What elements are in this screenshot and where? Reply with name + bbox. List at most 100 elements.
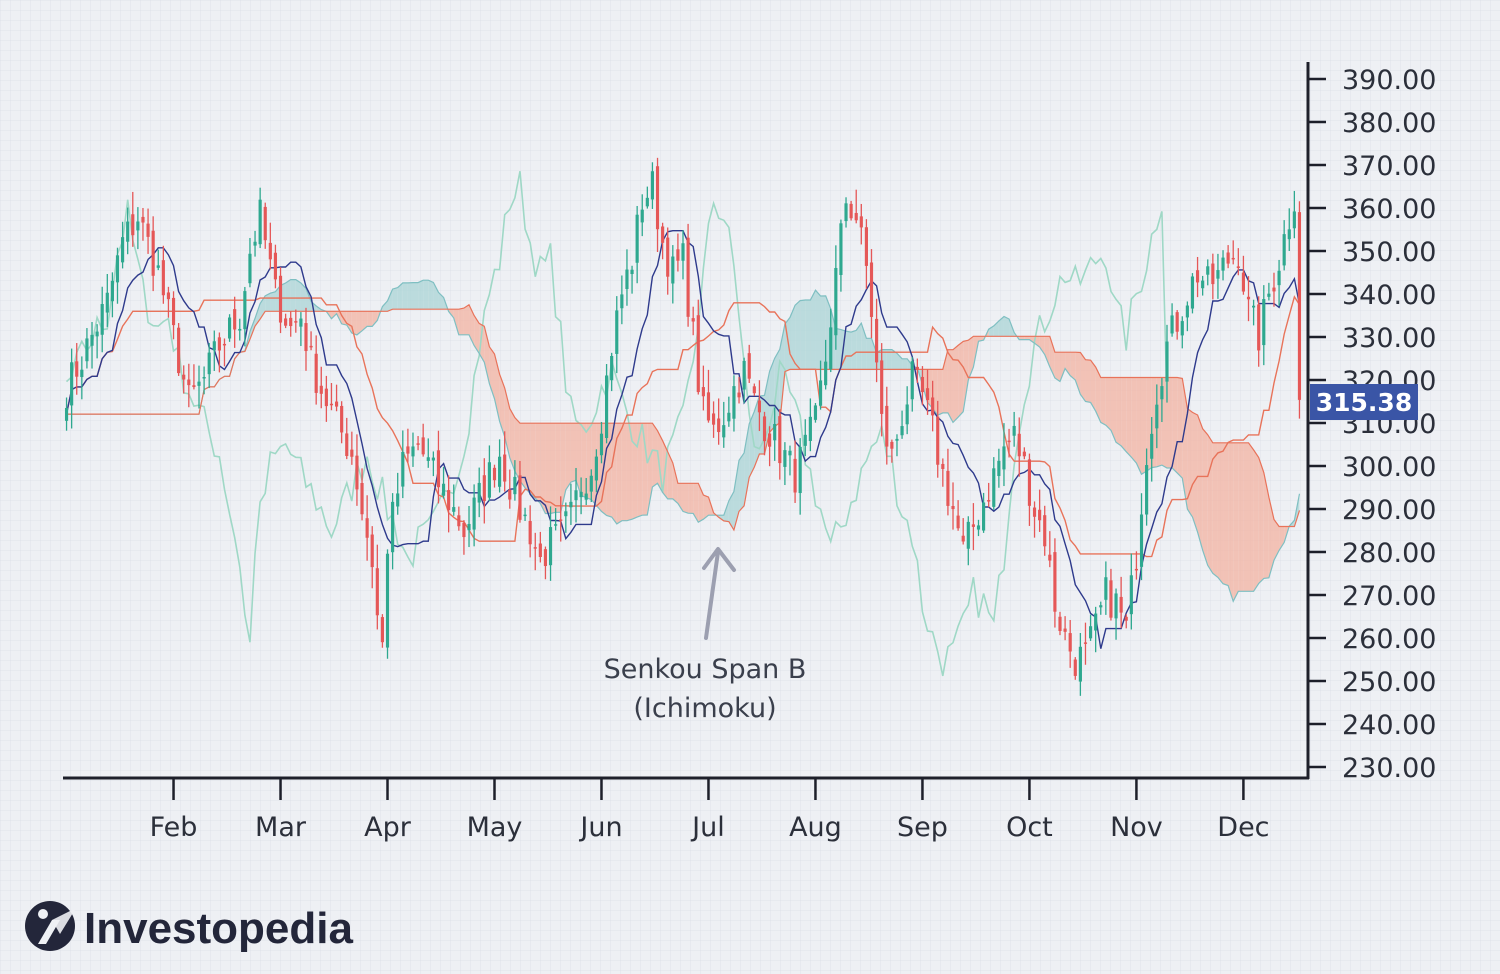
candle-body [630,269,634,275]
candle-body [538,543,542,558]
x-tick-label: Jul [690,812,725,843]
y-tick-label: 380.00 [1342,108,1436,139]
candle-body [961,535,965,542]
cloud-segment [616,423,622,524]
candle-body [1129,575,1133,615]
cloud-segment [570,423,577,483]
candle-body [1058,616,1062,632]
candle-body [722,425,726,438]
candle-body [131,214,135,236]
cloud-segment [626,423,633,521]
cloud-segment [947,349,954,423]
candle-body [574,490,578,501]
candle-body [854,212,858,221]
candle-body [813,405,818,420]
candle-body [1139,514,1144,567]
candle-body [289,317,293,327]
investopedia-logo-icon [25,901,76,951]
cloud-segment [1268,497,1274,578]
candle-body [299,318,303,327]
cloud-segment [514,417,520,481]
cloud-segment [958,341,964,418]
cloud-segment [525,423,531,494]
candle-body [263,206,267,241]
candle-body [1160,386,1164,400]
y-tick-label: 360.00 [1342,194,1436,225]
candle-body [875,318,879,363]
cloud-segment [356,311,363,335]
cloud-segment [560,423,566,513]
candle-body [1022,451,1026,457]
cloud-segment [749,411,755,478]
candle-body [752,386,756,394]
candle-body [976,525,981,530]
candle-body [915,366,919,370]
candle-body [90,334,94,346]
candle-body [1175,312,1179,332]
candle-body [1262,299,1266,346]
y-tick-label: 300.00 [1342,452,1436,483]
cloud-segment [1238,442,1244,592]
ichimoku-cloud [199,279,1300,602]
candle-body [212,341,216,351]
candle-body [1032,507,1037,517]
candle-body [671,256,675,284]
candle-body [161,260,165,296]
candle-body [788,450,792,456]
candle-body [650,171,655,200]
cloud-segment [1044,336,1050,367]
candle-body [467,523,471,531]
candle-body [936,416,940,465]
candle-body [727,412,731,422]
cloud-segment [1110,377,1117,443]
candle-body [691,318,695,322]
candle-body [635,214,639,263]
cloud-segment [463,304,470,335]
candle-body [1206,266,1210,275]
cloud-segment [249,318,256,340]
lagging-span-line [65,171,1168,677]
cloud-segment [1217,442,1224,584]
cloud-segment [779,324,785,423]
cloud-segment [581,423,587,498]
candle-body [1109,580,1113,618]
candle-body [85,338,89,362]
candle-body [732,386,736,419]
cloud-segment [1187,408,1193,518]
candle-body [742,360,746,390]
candle-body [1190,276,1195,309]
candle-body [864,227,868,266]
x-tick-label: Feb [150,812,198,843]
cloud-segment [805,300,811,370]
candle-body [1012,425,1016,436]
candle-body [319,385,323,394]
candle-body [217,337,221,351]
x-tick-label: May [467,812,523,843]
candle-body [610,355,614,381]
cloud-segment [886,349,892,370]
x-tick-label: Nov [1110,812,1163,843]
candle-body [1007,440,1011,443]
cloud-segment [1100,377,1106,426]
candle-body [895,438,899,441]
candle-body [156,265,160,268]
cloud-segment [565,423,571,490]
candle-body [1257,304,1261,351]
candle-body [1246,296,1251,300]
candle-body [885,405,889,447]
candle-body [258,199,262,245]
candle-body [345,433,349,457]
candle-body [737,392,741,398]
cloud-segment [1054,352,1061,382]
candle-body [1201,280,1205,289]
candle-body [70,362,74,406]
candle-body [1287,229,1291,240]
cloud-segment [1156,377,1162,467]
candle-body [584,493,588,500]
cloud-segment [896,353,903,370]
candle-body [701,387,705,397]
candle-body [391,501,395,553]
candle-body [492,467,497,481]
candle-body [844,203,848,222]
cloud-segment [789,305,796,370]
